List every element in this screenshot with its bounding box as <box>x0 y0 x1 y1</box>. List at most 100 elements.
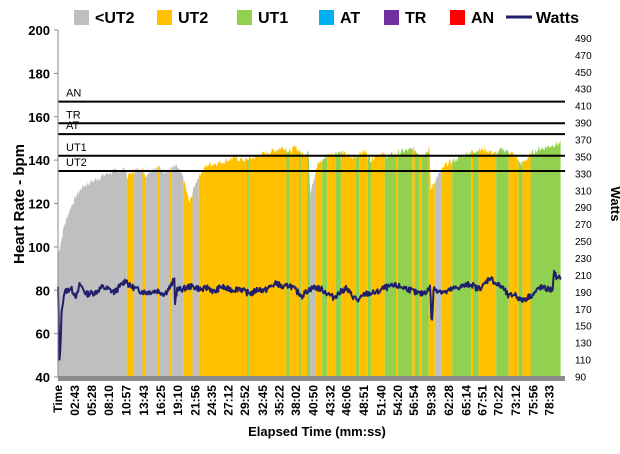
y2-tick-label: 290 <box>575 203 592 214</box>
hr-zone-segment <box>159 166 170 377</box>
x-tick-label: 10:57 <box>120 385 134 416</box>
hr-zone-segment <box>335 150 341 377</box>
y2-tick-label: 270 <box>575 220 592 231</box>
hr-zone-segment <box>434 170 442 377</box>
hr-zone-segment <box>322 155 328 377</box>
y-tick-label: 120 <box>28 197 50 212</box>
legend-swatch-ut2 <box>157 10 172 25</box>
hr-zone-segment <box>157 164 160 377</box>
hr-zone-segment <box>452 151 472 377</box>
x-tick-label: 48:51 <box>357 385 371 416</box>
hr-zone-segment <box>478 146 497 377</box>
y2-tick-label: 210 <box>575 271 592 282</box>
hr-zone-segment <box>496 146 509 377</box>
legend-swatch-tr <box>384 10 399 25</box>
legend-label-ut2: <UT2 <box>95 10 135 27</box>
x-tick-label: 43:32 <box>323 385 337 416</box>
legend-label-an: AN <box>471 10 494 27</box>
x-tick-label: 19:10 <box>171 385 185 416</box>
watts-line <box>57 269 562 361</box>
y-tick-label: 200 <box>28 23 50 38</box>
y2-tick-label: 170 <box>575 305 592 316</box>
y-tick-label: 100 <box>28 240 50 255</box>
hr-zone-segment <box>384 151 396 377</box>
hr-zone-segment <box>327 152 336 377</box>
hr-zone-segment <box>359 149 368 377</box>
x-tick-label: 29:52 <box>238 385 252 416</box>
hr-zone-segment <box>539 139 561 377</box>
y-axis-title: Heart Rate - bpm <box>11 144 28 264</box>
legend-swatch-an <box>450 10 465 25</box>
hr-zone-segment <box>518 158 523 377</box>
hr-zone-segment <box>183 177 193 377</box>
legend-label-ut2: UT2 <box>178 10 208 27</box>
hr-zone-segment <box>419 155 422 377</box>
y2-tick-label: 250 <box>575 237 592 248</box>
x-tick-label: 16:25 <box>154 385 168 416</box>
x-tick-label: Time <box>51 385 65 413</box>
y2-tick-label: 130 <box>575 339 592 350</box>
x-tick-label: 21:56 <box>188 385 202 416</box>
y2-tick-label: 370 <box>575 136 592 147</box>
y2-tick-label: 490 <box>575 34 592 45</box>
zone-label-ut2: UT2 <box>66 157 87 169</box>
hr-zone-segment <box>248 151 265 377</box>
hr-zone-segment <box>192 178 199 377</box>
hr-zone-segment <box>412 146 415 377</box>
hr-zone-segment <box>58 166 127 377</box>
legend-swatch-at <box>319 10 334 25</box>
x-tick-label: 75:56 <box>526 385 540 416</box>
hr-zone-segment <box>414 149 420 377</box>
y-tick-label: 40 <box>36 370 50 385</box>
x-tick-label: 51:40 <box>374 385 388 416</box>
y2-tick-label: 150 <box>575 322 592 333</box>
x-tick-label: 67:51 <box>476 385 490 416</box>
hr-zone-segment <box>145 165 158 377</box>
hr-zone-segment <box>367 155 371 377</box>
hr-zone-segment <box>530 146 540 377</box>
hr-zone-segment <box>355 154 360 377</box>
hr-zone-segment <box>522 152 531 377</box>
hr-zone-segment <box>421 149 429 377</box>
y2-tick-label: 450 <box>575 68 592 79</box>
y2-tick-label: 470 <box>575 51 592 62</box>
x-tick-label: 24:35 <box>205 385 219 416</box>
hr-zone-segment <box>171 164 184 377</box>
y2-tick-label: 90 <box>575 373 587 384</box>
x-tick-label: 32:45 <box>256 385 270 416</box>
legend-swatch-ut2 <box>74 10 89 25</box>
hr-zone-segment <box>247 158 249 377</box>
x-tick-label: 73:12 <box>509 385 523 416</box>
x-tick-label: 65:14 <box>459 385 473 416</box>
y-tick-label: 80 <box>36 283 50 298</box>
legend-swatch-ut1 <box>237 10 252 25</box>
y2-tick-label: 410 <box>575 102 592 113</box>
y2-tick-label: 110 <box>575 356 591 367</box>
y2-tick-label: 430 <box>575 85 592 96</box>
zone-label-tr: TR <box>66 109 81 121</box>
x-tick-label: 05:28 <box>85 385 99 416</box>
legend-label-tr: TR <box>405 10 427 27</box>
x-tick-label: 56:54 <box>407 385 421 416</box>
hr-zone-segment <box>126 168 134 377</box>
legend-label-ut1: UT1 <box>258 10 288 27</box>
y-tick-label: 60 <box>36 327 50 342</box>
hr-zone-segment <box>198 167 204 377</box>
y2-tick-label: 190 <box>575 288 592 299</box>
x-tick-label: 70:22 <box>491 385 505 416</box>
hr-zone-segment <box>310 172 316 377</box>
hr-zone-segment <box>169 166 172 377</box>
x-tick-label: 02:43 <box>68 385 82 416</box>
x-tick-label: 35:22 <box>272 385 286 416</box>
hr-zone-segment <box>508 152 519 377</box>
x-tick-label: 40:50 <box>307 385 321 416</box>
zone-label-ut1: UT1 <box>66 142 87 154</box>
x-tick-label: 08:10 <box>102 385 116 416</box>
y2-tick-label: 230 <box>575 254 592 265</box>
hr-zone-segment <box>370 151 385 377</box>
legend-label-watts: Watts <box>536 10 579 27</box>
x-tick-label: 54:20 <box>391 385 405 416</box>
y-tick-label: 160 <box>28 110 50 125</box>
